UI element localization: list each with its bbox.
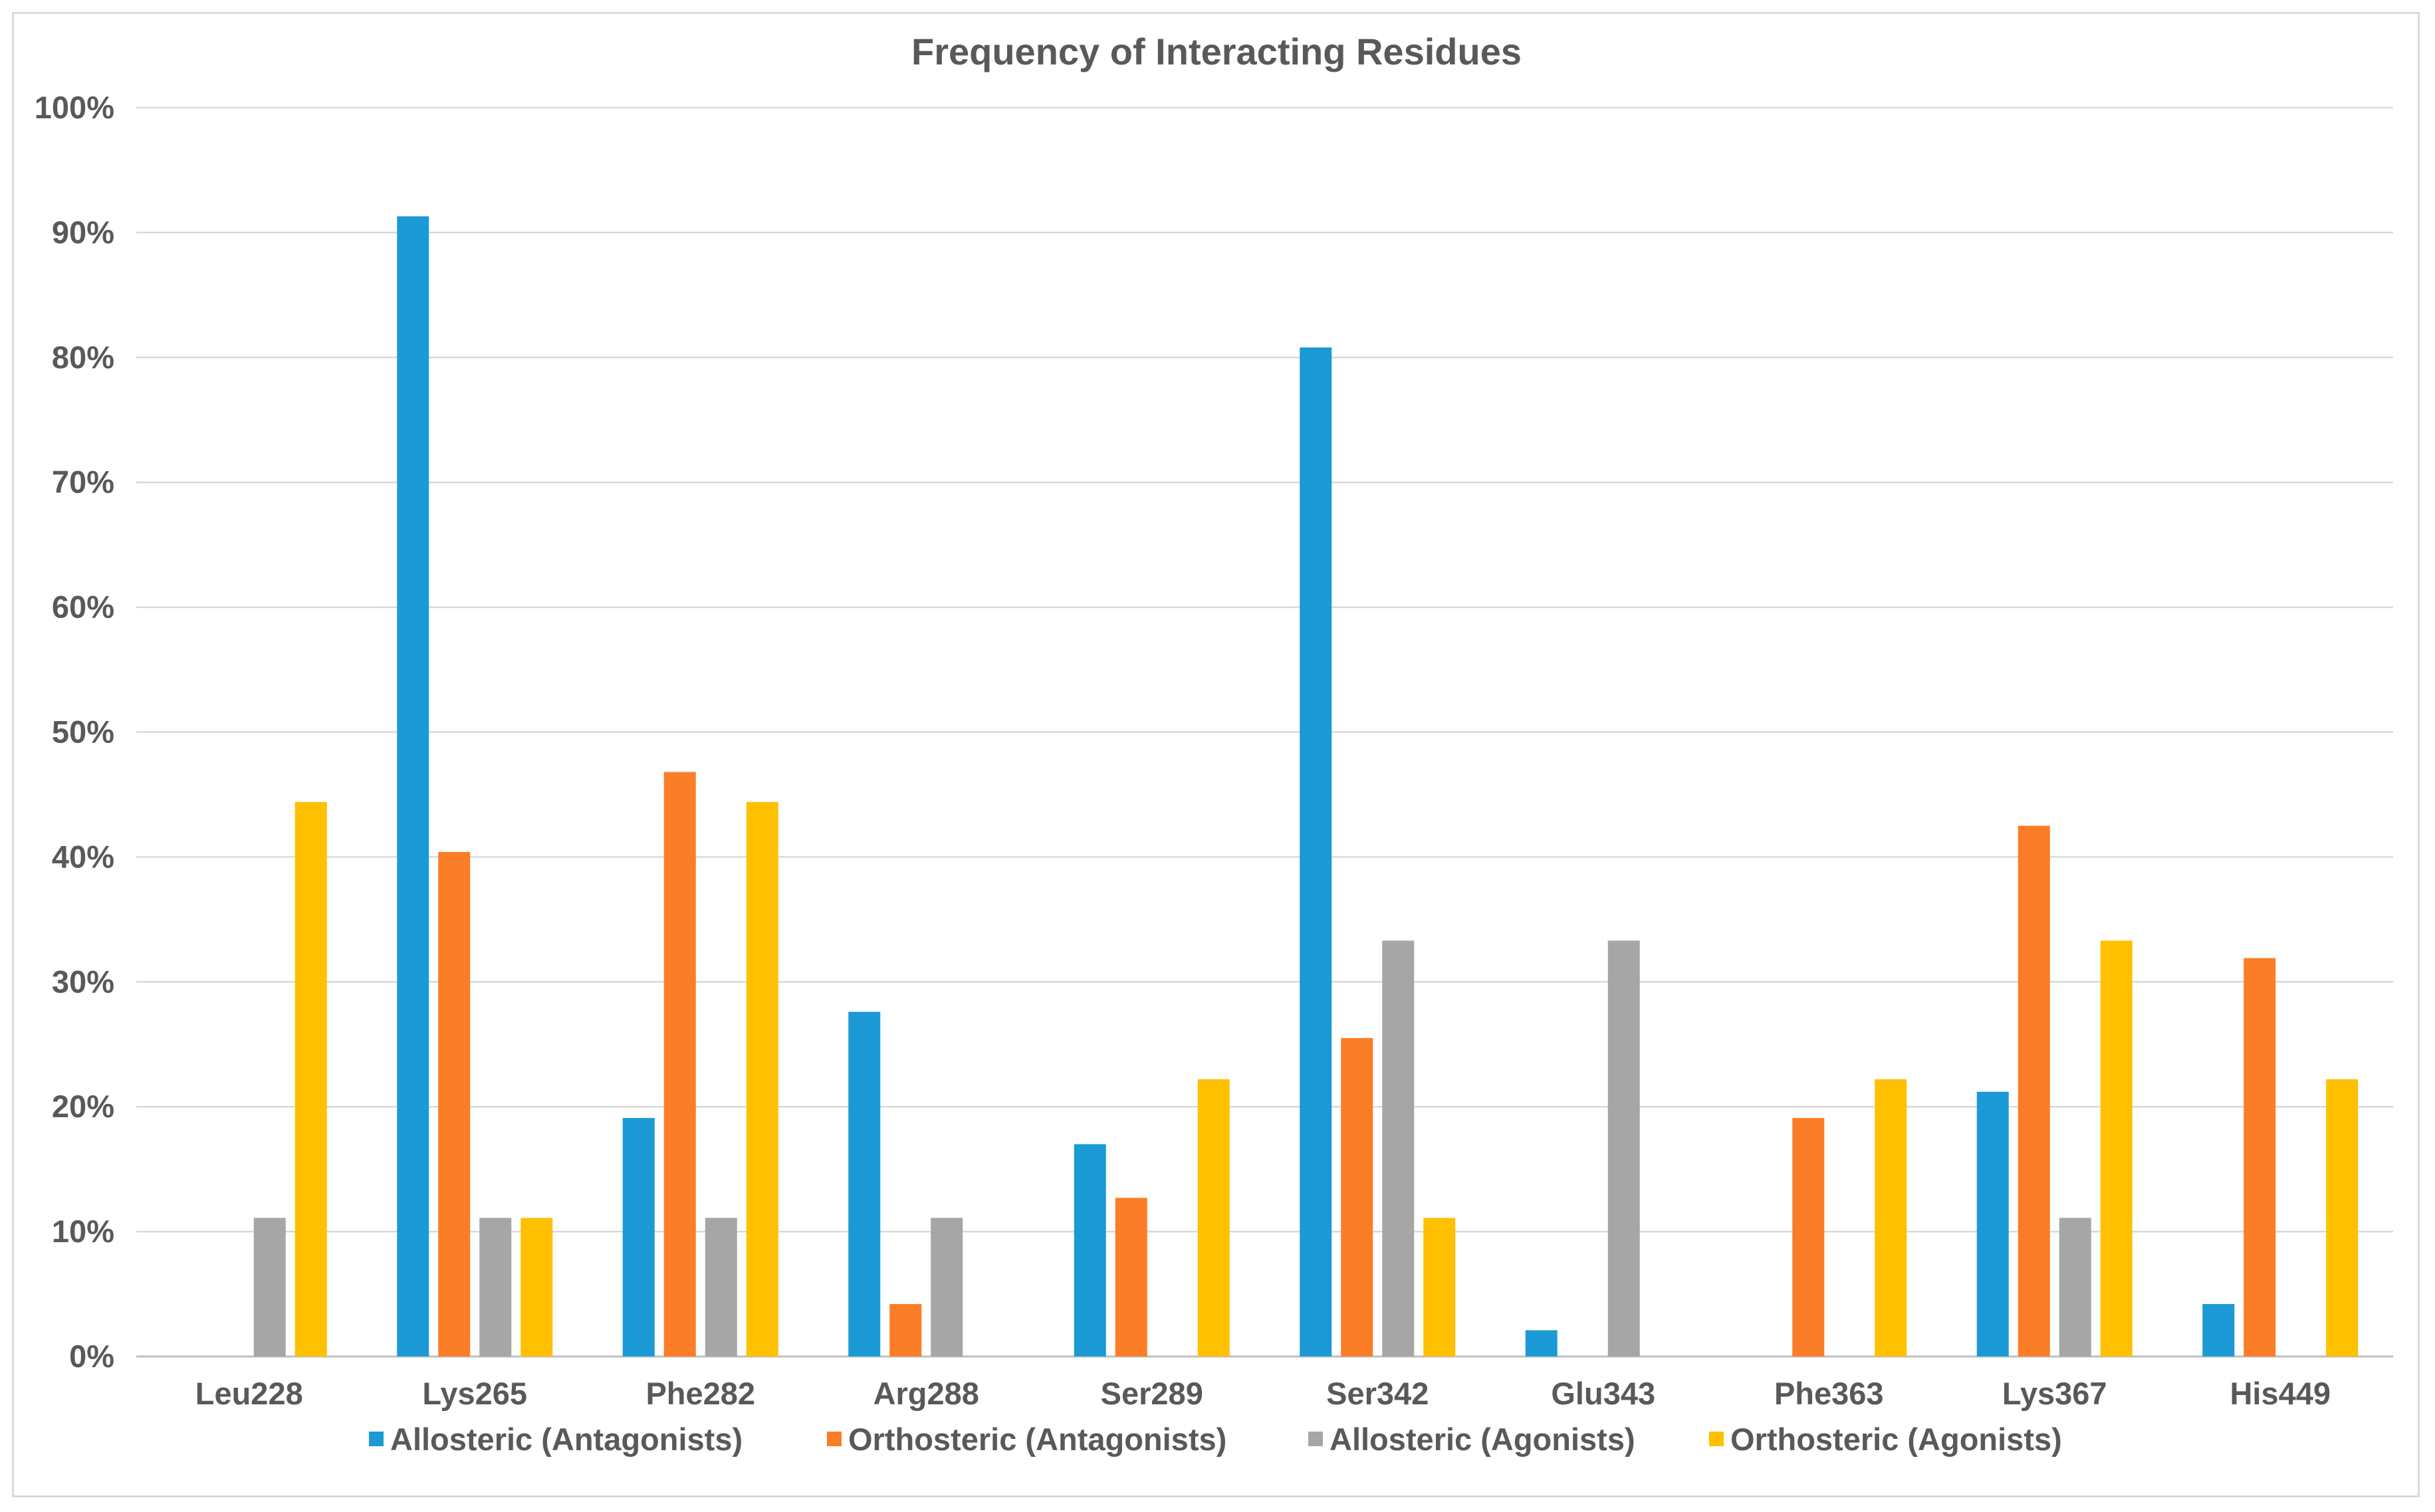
legend-item: Allosteric (Agonists): [1308, 1422, 1635, 1457]
y-tick-label: 10%: [52, 1214, 114, 1249]
x-tick-label: Glu343: [1551, 1376, 1655, 1411]
y-tick-label: 20%: [52, 1089, 114, 1124]
legend-swatch: [1709, 1432, 1724, 1446]
bar-allosteric-antagonists-arg288: [848, 1012, 881, 1356]
legend-label: Allosteric (Agonists): [1330, 1422, 1635, 1457]
x-axis-tick-labels: Leu228 Lys265 Phe282 Arg288 Ser289 Ser342 Glu3…: [195, 1376, 2331, 1411]
y-tick-label: 40%: [52, 839, 114, 874]
bar-allosteric-agonists-arg288: [931, 1218, 963, 1356]
bar-orthosteric-agonists-ser342: [1423, 1218, 1456, 1356]
y-tick-label: 70%: [52, 465, 114, 500]
bar-orthosteric-antagonists-ser289: [1115, 1198, 1147, 1356]
x-tick-label: Lys265: [422, 1376, 527, 1411]
legend-label: Orthosteric (Agonists): [1730, 1422, 2062, 1457]
y-tick-label: 30%: [52, 964, 114, 999]
legend-label: Allosteric (Antagonists): [390, 1422, 743, 1457]
y-tick-label: 60%: [52, 590, 114, 625]
bar-allosteric-agonists-leu228: [253, 1218, 286, 1356]
legend-swatch: [1308, 1432, 1323, 1446]
bar-orthosteric-agonists-ser289: [1197, 1079, 1230, 1356]
legend-swatch: [827, 1432, 842, 1446]
bar-allosteric-agonists-lys265: [479, 1218, 512, 1356]
x-tick-label: Phe363: [1774, 1376, 1884, 1411]
bar-allosteric-antagonists-lys265: [397, 216, 429, 1356]
bars: [253, 216, 2359, 1356]
y-tick-label: 0%: [69, 1339, 114, 1374]
x-tick-label: Arg288: [873, 1376, 979, 1411]
legend-item: Allosteric (Antagonists): [369, 1422, 743, 1457]
bar-orthosteric-agonists-his449: [2326, 1079, 2359, 1356]
gridlines: [136, 106, 2393, 1358]
bar-orthosteric-agonists-lys265: [521, 1218, 553, 1356]
bar-allosteric-agonists-ser342: [1382, 940, 1415, 1356]
bar-allosteric-antagonists-phe282: [622, 1118, 655, 1356]
bar-orthosteric-antagonists-arg288: [889, 1304, 922, 1356]
legend: Allosteric (Antagonists) Orthosteric (Ant…: [369, 1422, 2062, 1457]
bar-orthosteric-antagonists-lys265: [438, 851, 471, 1356]
bar-orthosteric-agonists-phe282: [746, 802, 778, 1356]
bar-orthosteric-antagonists-phe363: [1792, 1118, 1825, 1356]
bar-orthosteric-agonists-leu228: [294, 802, 327, 1356]
x-tick-label: Ser289: [1101, 1376, 1203, 1411]
y-tick-label: 80%: [52, 340, 114, 375]
x-tick-label: Phe282: [645, 1376, 755, 1411]
x-tick-label: His449: [2230, 1376, 2331, 1411]
bar-orthosteric-antagonists-ser342: [1341, 1037, 1373, 1356]
x-tick-label: Lys367: [2002, 1376, 2107, 1411]
bar-orthosteric-antagonists-his449: [2244, 958, 2276, 1356]
bar-allosteric-antagonists-ser342: [1300, 347, 1332, 1356]
chart-title: Frequency of Interacting Residues: [911, 31, 1522, 72]
y-tick-label: 90%: [52, 215, 114, 250]
legend-item: Orthosteric (Antagonists): [827, 1422, 1226, 1457]
bar-orthosteric-antagonists-lys367: [2018, 825, 2050, 1356]
legend-label: Orthosteric (Antagonists): [848, 1422, 1226, 1457]
legend-swatch: [369, 1432, 384, 1446]
bar-orthosteric-agonists-phe363: [1875, 1079, 1907, 1356]
bar-allosteric-agonists-lys367: [2059, 1218, 2091, 1356]
bar-allosteric-agonists-glu343: [1607, 940, 1640, 1356]
bar-orthosteric-agonists-lys367: [2100, 940, 2133, 1356]
bar-allosteric-agonists-phe282: [705, 1218, 737, 1356]
bar-allosteric-antagonists-his449: [2202, 1304, 2235, 1356]
y-axis-tick-labels: 0% 10% 20% 30% 40% 50% 60% 70% 80% 90% 100%: [35, 90, 114, 1374]
legend-item: Orthosteric (Agonists): [1709, 1422, 2062, 1457]
bar-orthosteric-antagonists-phe282: [663, 772, 696, 1356]
y-tick-label: 50%: [52, 714, 114, 750]
bar-allosteric-antagonists-lys367: [1976, 1091, 2009, 1356]
bar-allosteric-antagonists-ser289: [1074, 1144, 1106, 1356]
bar-allosteric-antagonists-glu343: [1525, 1330, 1558, 1356]
x-tick-label: Ser342: [1326, 1376, 1429, 1411]
x-tick-label: Leu228: [195, 1376, 303, 1411]
y-tick-label: 100%: [35, 90, 114, 125]
